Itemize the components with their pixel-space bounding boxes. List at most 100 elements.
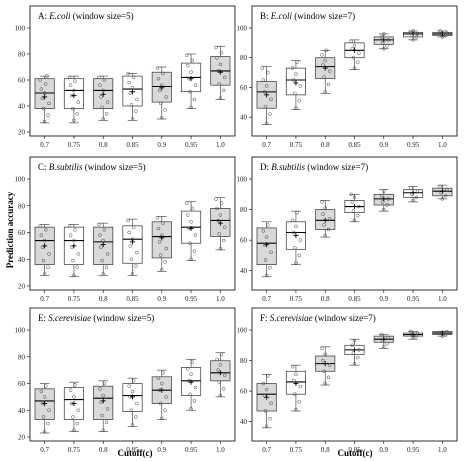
box-0.85 [344,39,365,70]
y-tick-label: 40 [240,267,248,275]
data-point [221,238,226,243]
data-point [297,99,301,103]
data-point [269,97,273,102]
organism-name: E.coli [48,11,71,21]
data-point [269,401,273,406]
data-point [320,52,324,57]
data-point [264,235,269,239]
data-point [99,95,103,99]
x-axis-title-right: Cutoff(c) [338,448,373,458]
data-point [101,272,105,276]
data-point [72,428,76,433]
data-point [290,218,295,223]
data-point [135,97,139,102]
box-0.8 [93,380,114,433]
data-point [215,206,219,211]
box-1.0 [432,329,453,338]
data-point [409,186,413,190]
data-point [193,83,198,87]
data-point [161,371,165,375]
data-point [293,91,297,96]
box-0.95 [403,329,424,340]
data-point [218,213,223,217]
data-point [261,78,266,82]
data-point [443,33,448,38]
data-point [72,395,76,399]
box-0.85 [122,218,143,276]
data-point [290,66,295,70]
data-point [131,225,136,229]
data-point [129,102,134,107]
data-point [382,207,386,212]
data-point [443,194,448,198]
data-point [414,35,419,39]
data-point [268,416,272,421]
data-point [219,352,224,356]
data-point [156,226,161,231]
data-point [326,82,331,87]
window-label: (window size=5) [83,162,146,172]
box-0.9 [373,32,394,51]
data-point [100,413,104,418]
data-point [189,105,193,110]
data-point [386,38,390,42]
data-point [47,101,51,106]
data-point [294,407,298,412]
panel-1: A: E.coli (window size=5) 20 40 60 80 100 0.7 0… [15,5,236,149]
data-point [293,246,297,250]
data-point [43,82,48,86]
data-point [323,206,327,210]
x-tick-label: 0.8 [321,295,330,303]
data-point [46,113,50,117]
data-point [135,250,139,255]
window-label: (window size=5) [71,11,134,21]
data-point [291,378,296,383]
data-point [295,210,299,215]
data-point [130,389,135,394]
y-tick-label: 100 [237,25,248,33]
data-point [42,272,47,276]
panel-label: C: [38,162,49,172]
x-tick-label: 1.0 [216,295,225,303]
data-point [260,66,264,70]
data-point [323,58,327,63]
data-point [134,264,138,268]
data-point [104,265,109,270]
box-0.75 [285,60,306,111]
panel-label: E: [38,313,48,323]
data-point [39,233,44,237]
data-point [294,72,298,76]
data-point [218,246,223,251]
data-point [98,233,102,237]
data-point [127,230,131,235]
x-tick-label: 0.7 [262,295,271,303]
data-point [68,233,73,237]
data-point [294,372,298,377]
box-body [34,78,55,109]
box-1.0 [432,29,453,39]
box-0.7 [256,374,277,429]
data-point [192,399,197,403]
data-point [184,53,189,58]
x-tick-label: 0.75 [68,446,81,454]
data-point [223,373,227,378]
x-tick-label: 0.8 [99,141,108,149]
data-point [186,213,190,217]
x-tick-label: 0.9 [379,141,388,149]
x-tick-label: 0.8 [99,446,108,454]
data-point [356,355,360,360]
data-point [105,252,110,256]
panel-5: E: S.cerevisiae (window size=5) 20 40 60 80 1… [15,307,236,454]
data-point [218,363,223,367]
x-tick-label: 0.8 [321,141,330,149]
data-point [218,96,223,100]
data-point [160,381,164,386]
data-point [357,204,361,209]
box-1.0 [210,352,231,398]
data-point [190,360,194,364]
data-point [156,376,161,380]
panel-frame [251,5,458,137]
y-tick-label: 40 [240,418,248,426]
data-point [73,79,77,84]
